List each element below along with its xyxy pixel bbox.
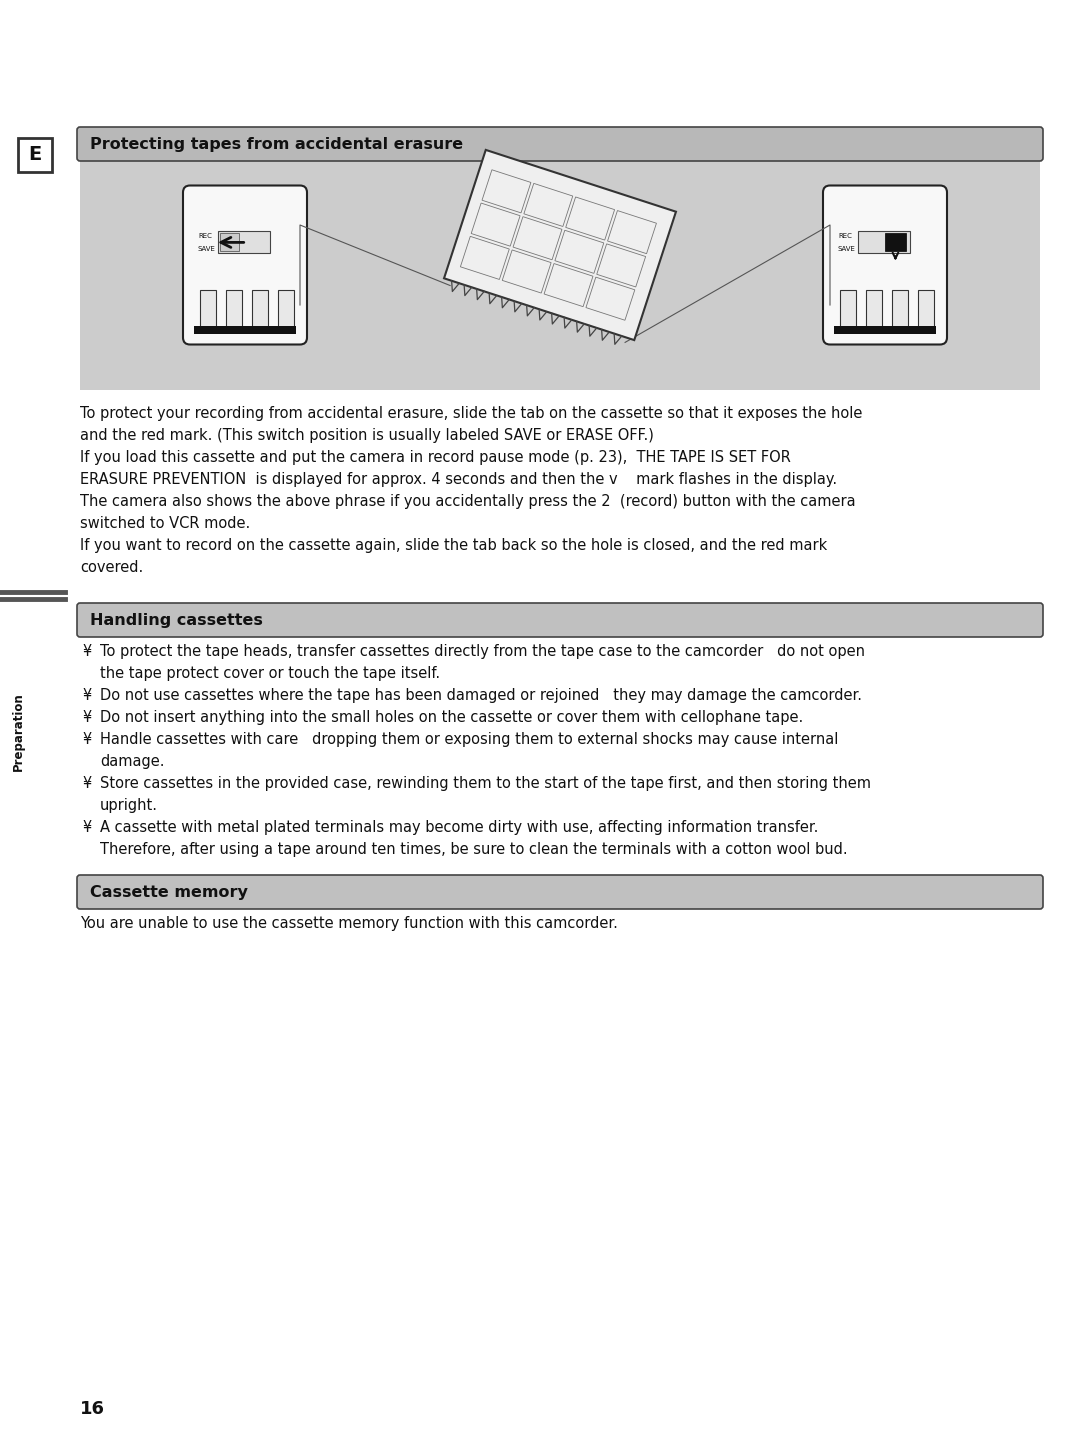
Bar — [80, 160, 1040, 390]
Bar — [278, 289, 294, 330]
FancyBboxPatch shape — [77, 875, 1043, 909]
Text: and the red mark. (This switch position is usually labeled SAVE or ERASE OFF.): and the red mark. (This switch position … — [80, 427, 653, 443]
FancyBboxPatch shape — [77, 127, 1043, 161]
Text: upright.: upright. — [100, 799, 158, 813]
Bar — [194, 325, 296, 334]
Bar — [840, 289, 856, 330]
Bar — [918, 289, 934, 330]
Text: ¥: ¥ — [82, 688, 91, 704]
Bar — [834, 325, 936, 334]
Bar — [218, 232, 270, 253]
Text: A cassette with metal plated terminals may become dirty with use, affecting info: A cassette with metal plated terminals m… — [100, 820, 819, 835]
Text: ¥: ¥ — [82, 732, 91, 747]
Bar — [866, 289, 882, 330]
Text: Therefore, after using a tape around ten times, be sure to clean the terminals w: Therefore, after using a tape around ten… — [100, 842, 848, 858]
Text: REC: REC — [838, 233, 852, 239]
Text: SAVE: SAVE — [198, 246, 216, 252]
Text: ERASURE PREVENTION  is displayed for approx. 4 seconds and then the v    mark fl: ERASURE PREVENTION is displayed for appr… — [80, 472, 837, 486]
Text: E: E — [28, 145, 42, 164]
Text: REC: REC — [198, 233, 212, 239]
Text: Do not use cassettes where the tape has been damaged or rejoined   they may dama: Do not use cassettes where the tape has … — [100, 688, 862, 704]
Text: If you load this cassette and put the camera in record pause mode (p. 23),  THE : If you load this cassette and put the ca… — [80, 450, 791, 465]
Text: Handling cassettes: Handling cassettes — [90, 613, 262, 627]
Text: 16: 16 — [80, 1400, 105, 1417]
Text: damage.: damage. — [100, 754, 164, 768]
Bar — [885, 233, 906, 252]
Polygon shape — [444, 150, 676, 340]
Bar — [252, 289, 268, 330]
Text: Preparation: Preparation — [12, 692, 25, 771]
Text: To protect the tape heads, transfer cassettes directly from the tape case to the: To protect the tape heads, transfer cass… — [100, 645, 865, 659]
Text: If you want to record on the cassette again, slide the tab back so the hole is c: If you want to record on the cassette ag… — [80, 538, 827, 553]
Text: switched to VCR mode.: switched to VCR mode. — [80, 517, 251, 531]
FancyBboxPatch shape — [18, 138, 52, 173]
Bar — [892, 289, 908, 330]
Text: To protect your recording from accidental erasure, slide the tab on the cassette: To protect your recording from accidenta… — [80, 406, 862, 422]
Text: Protecting tapes from accidental erasure: Protecting tapes from accidental erasure — [90, 137, 463, 151]
FancyBboxPatch shape — [183, 186, 307, 344]
Text: The camera also shows the above phrase if you accidentally press the 2  (record): The camera also shows the above phrase i… — [80, 494, 855, 509]
Text: the tape protect cover or touch the tape itself.: the tape protect cover or touch the tape… — [100, 666, 441, 681]
Text: Handle cassettes with care   dropping them or exposing them to external shocks m: Handle cassettes with care dropping them… — [100, 732, 838, 747]
FancyBboxPatch shape — [77, 603, 1043, 637]
Text: Store cassettes in the provided case, rewinding them to the start of the tape fi: Store cassettes in the provided case, re… — [100, 776, 870, 791]
Bar — [858, 232, 910, 253]
Text: SAVE: SAVE — [838, 246, 855, 252]
Bar — [220, 233, 239, 252]
Text: ¥: ¥ — [82, 820, 91, 835]
Bar — [226, 289, 242, 330]
FancyBboxPatch shape — [823, 186, 947, 344]
Text: Do not insert anything into the small holes on the cassette or cover them with c: Do not insert anything into the small ho… — [100, 709, 804, 725]
Text: You are unable to use the cassette memory function with this camcorder.: You are unable to use the cassette memor… — [80, 917, 618, 931]
Text: ¥: ¥ — [82, 645, 91, 659]
Text: ¥: ¥ — [82, 709, 91, 725]
Bar — [200, 289, 216, 330]
Text: Cassette memory: Cassette memory — [90, 885, 248, 899]
Text: ¥: ¥ — [82, 776, 91, 791]
Text: covered.: covered. — [80, 560, 144, 576]
